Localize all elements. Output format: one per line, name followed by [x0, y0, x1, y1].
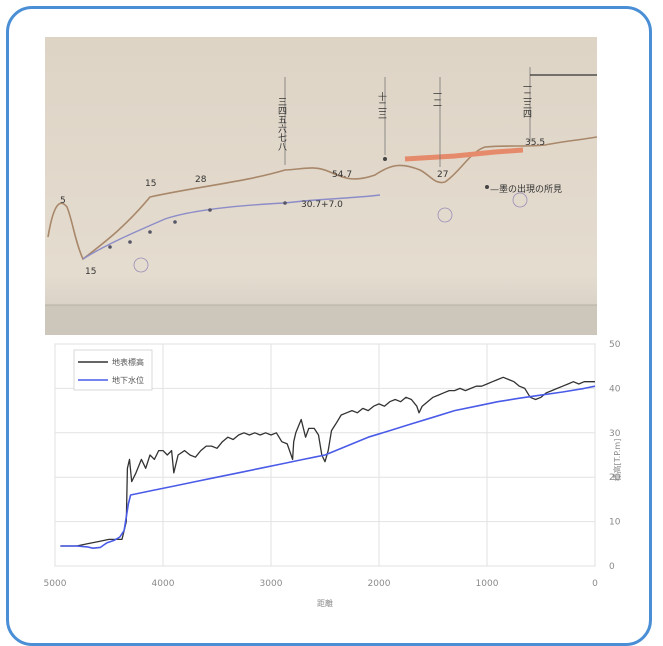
series-line-ground: [60, 376, 595, 547]
grid-lines: [54, 343, 596, 567]
x-tick-label: 2000: [368, 579, 391, 589]
paper-background: [45, 37, 597, 335]
svg-text:三四五六七八: 三四五六七八: [276, 97, 287, 151]
legend-label-water: 地下水位: [112, 375, 144, 385]
profile-sketch-photo: 三四五六七八 十二三 一二 一二三四 —墨の出現の所見 15 28 54.7 3…: [45, 37, 597, 335]
legend-box: [73, 349, 153, 391]
annot-6: 5: [60, 196, 66, 206]
x-tick-labels: 5000 4000 3000 2000 1000 0: [44, 579, 599, 589]
paper-bottom-strip: [45, 305, 597, 335]
series-line-water: [60, 385, 596, 549]
y-tick-label: 10: [609, 518, 621, 528]
legend-label-ground: 地表標高: [112, 357, 144, 367]
y-axis-title: 標高[T.P.m]: [612, 439, 622, 482]
annot-8: 27: [437, 170, 448, 180]
legend: 地表標高 地下水位: [73, 349, 153, 391]
y-tick-label: 30: [609, 429, 621, 439]
x-axis-title: 距離: [317, 598, 333, 608]
y-tick-label: 40: [609, 384, 621, 394]
x-tick-label: 1000: [476, 579, 499, 589]
x-tick-label: 3000: [260, 579, 283, 589]
y-tick-label: 20: [609, 473, 621, 483]
annot-3: 54.7: [332, 170, 352, 180]
annot-1: 15: [85, 267, 96, 277]
svg-text:一二三四: 一二三四: [521, 82, 532, 118]
y-tick-label: 0: [609, 562, 615, 572]
y-tick-labels: 0 10 20 30 40 50: [609, 340, 621, 572]
svg-text:十二三: 十二三: [376, 91, 387, 119]
x-tick-label: 5000: [44, 579, 67, 589]
x-tick-label: 4000: [152, 579, 175, 589]
annot-7: 15: [145, 179, 156, 189]
annot-4: 30.7+7.0: [301, 200, 343, 210]
series-lines: [60, 376, 596, 549]
y-tick-label: 50: [609, 340, 621, 350]
x-tick-label: 0: [592, 579, 598, 589]
sketch-water-line: [82, 194, 381, 260]
annot-5: 35.5: [525, 138, 545, 148]
elevation-chart: 5000 4000 3000 2000 1000 0 0 10 20 30 40 50 距離 標高[…: [44, 340, 622, 608]
svg-text:—墨の出現の所見: —墨の出現の所見: [490, 183, 562, 195]
annot-2: 28: [195, 175, 207, 185]
svg-text:一二: 一二: [431, 89, 442, 107]
sketch-highlight-segment: [404, 147, 524, 162]
